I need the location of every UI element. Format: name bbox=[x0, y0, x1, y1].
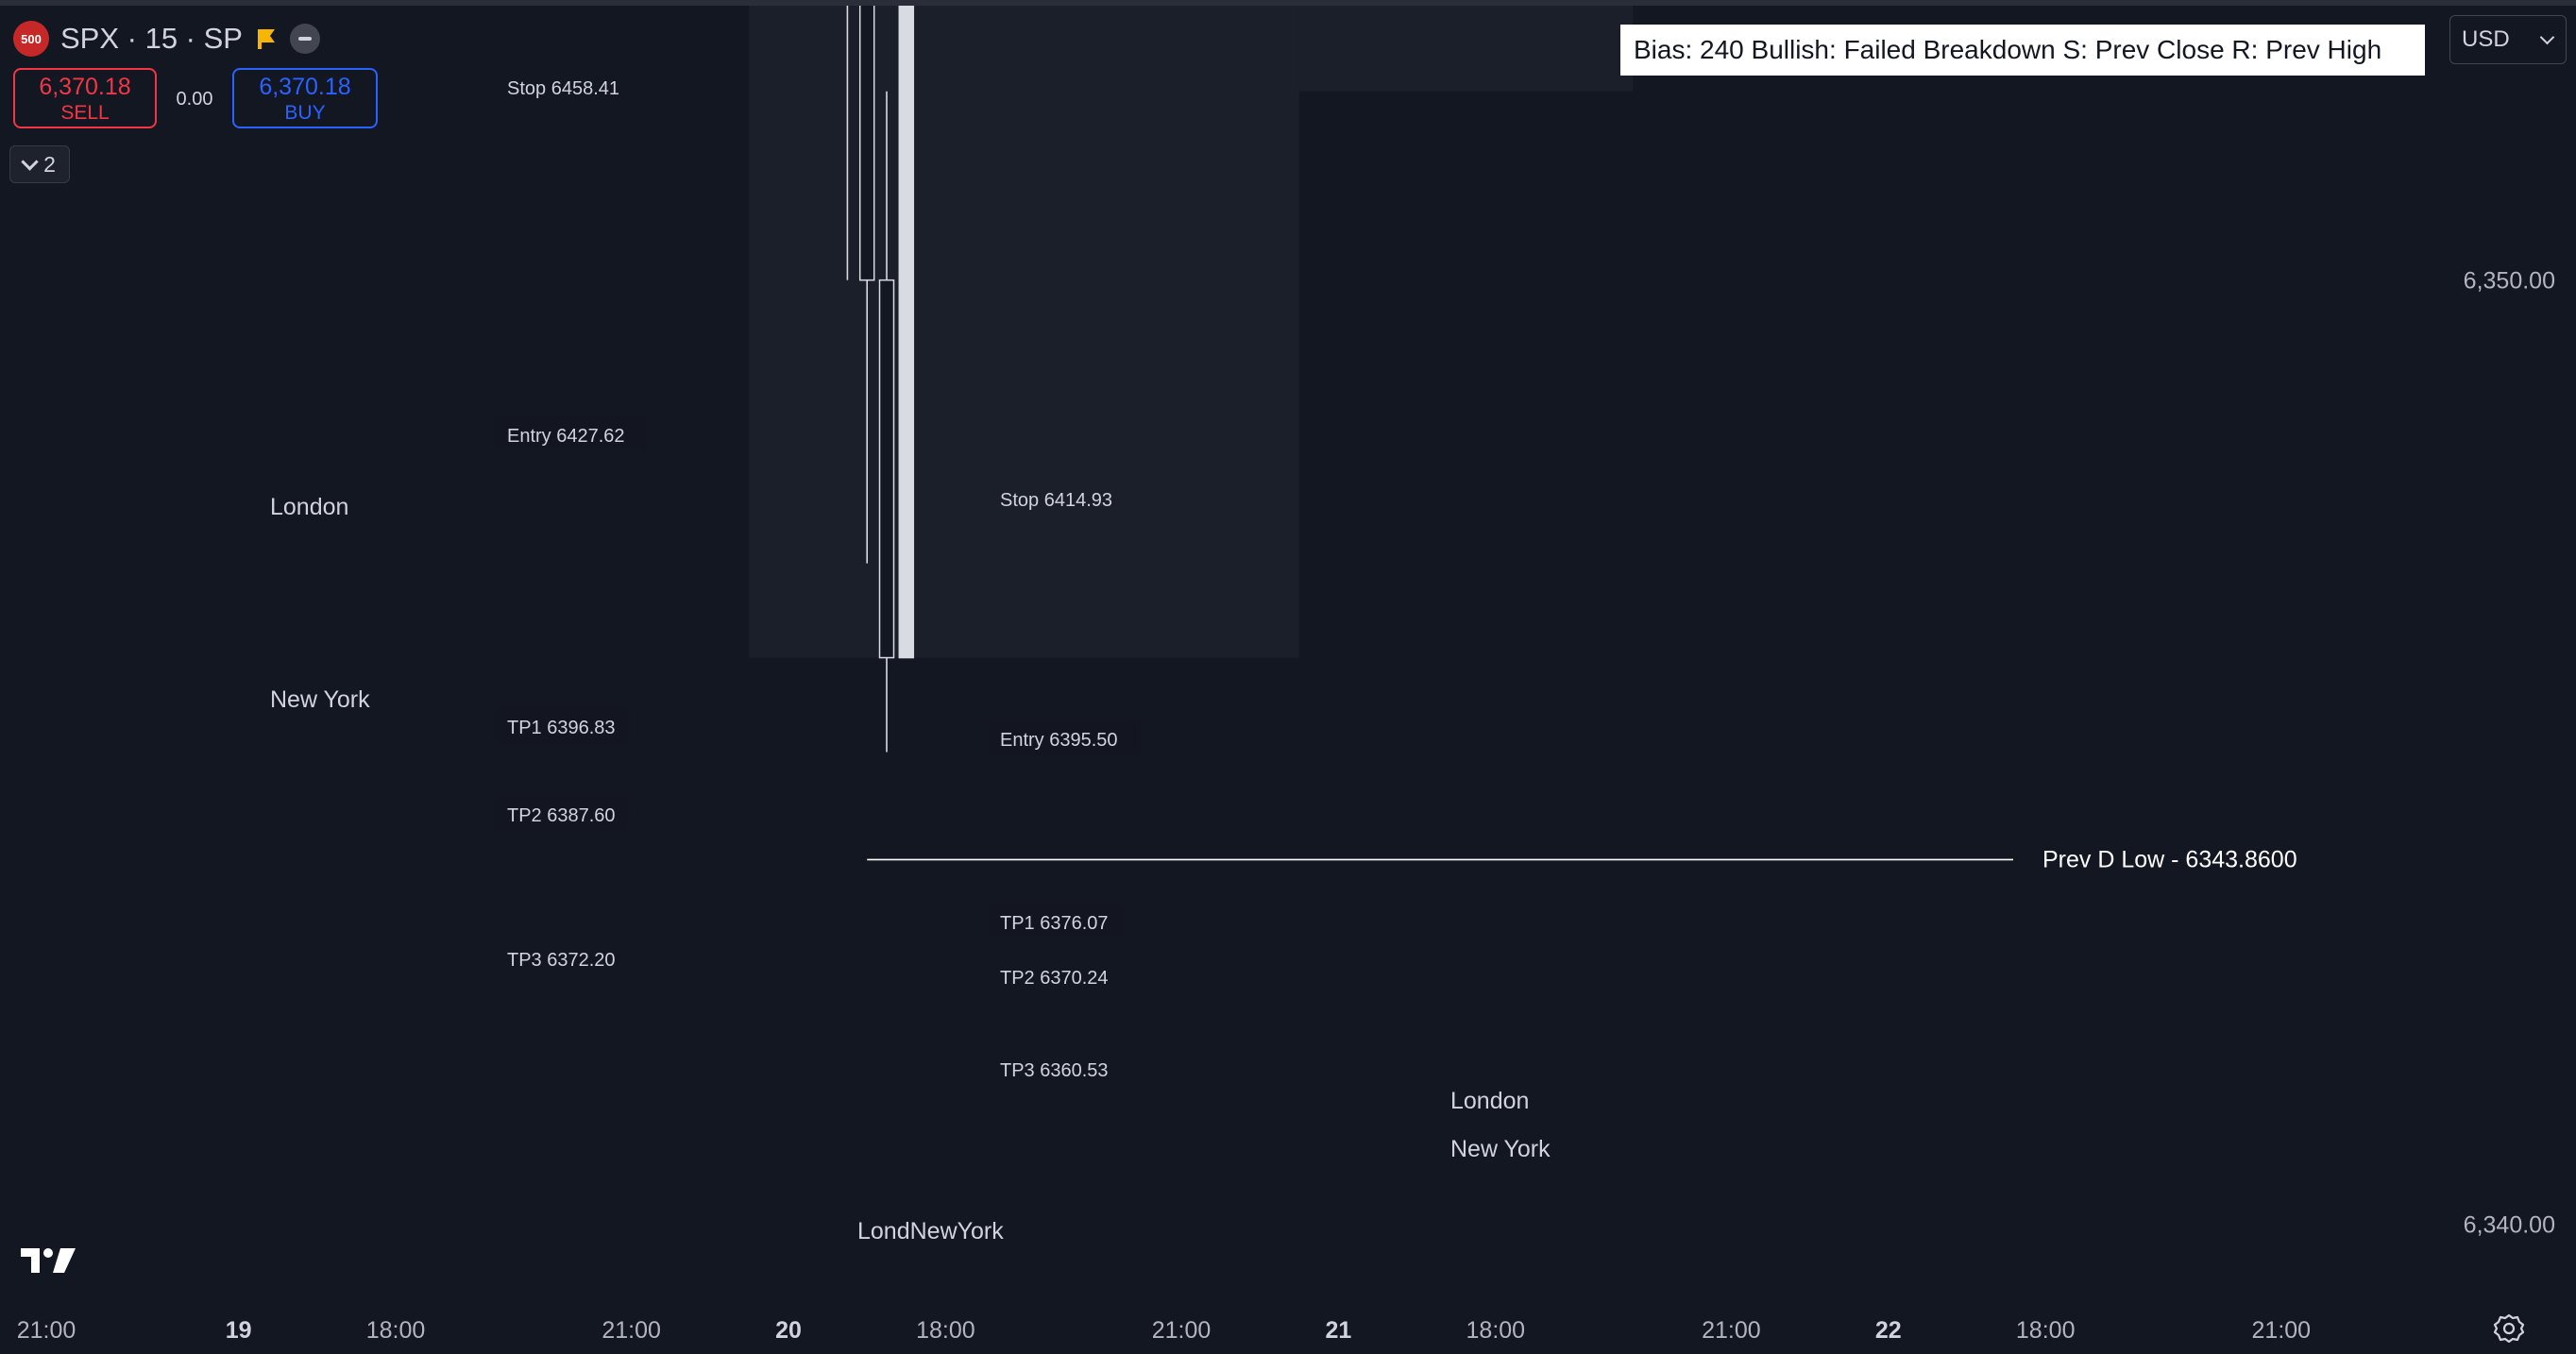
x-tick-label: 21:00 bbox=[2252, 1317, 2312, 1344]
sell-label: SELL bbox=[60, 102, 110, 124]
symbol-title[interactable]: SPX · 15 · SP bbox=[60, 22, 243, 55]
bias-text: Bias: 240 Bullish: Failed Breakdown S: P… bbox=[1634, 35, 2382, 64]
session-label: New York bbox=[1450, 1136, 1551, 1162]
position-label-bg bbox=[989, 720, 1140, 754]
settings-gear-icon[interactable] bbox=[2493, 1312, 2525, 1345]
y-tick-label: 6,340.00 bbox=[2464, 1211, 2555, 1238]
position-label-bg bbox=[496, 416, 647, 450]
exchange-logo-icon: 500 bbox=[13, 21, 49, 57]
level-label: Prev D Low - 6343.8600 bbox=[2042, 846, 2297, 872]
tradingview-logo-icon[interactable] bbox=[19, 1244, 79, 1277]
x-tick-label: 18:00 bbox=[2016, 1317, 2076, 1344]
session-box bbox=[749, 0, 1299, 658]
top-border bbox=[0, 0, 2576, 6]
position-label-bg bbox=[989, 904, 1121, 938]
position-label-stop: Stop 6458.41 bbox=[507, 78, 619, 99]
position-label-bg bbox=[496, 708, 628, 742]
x-tick-label: 21:00 bbox=[602, 1317, 661, 1344]
sell-button[interactable]: 6,370.18 SELL bbox=[13, 68, 157, 128]
x-tick-label: 18:00 bbox=[916, 1317, 975, 1344]
bias-table: Bias: 240 Bullish: Failed Breakdown S: P… bbox=[1620, 25, 2425, 76]
indicator-count: 2 bbox=[43, 151, 56, 177]
x-tick-label: 21:00 bbox=[1152, 1317, 1212, 1344]
position-label-tp1: TP1 6396.83 bbox=[507, 718, 616, 738]
buy-price: 6,370.18 bbox=[259, 74, 351, 100]
position-label-stop: Stop 6414.93 bbox=[1000, 490, 1112, 511]
position-label-entry: Entry 6427.62 bbox=[507, 426, 625, 447]
position-label-tp1: TP1 6376.07 bbox=[1000, 913, 1109, 934]
position-label-tp3: TP3 6360.53 bbox=[1000, 1060, 1109, 1081]
x-tick-label: 21 bbox=[1325, 1317, 1351, 1344]
position-label-entry: Entry 6395.50 bbox=[1000, 730, 1118, 751]
sell-price: 6,370.18 bbox=[39, 74, 131, 100]
flag-icon[interactable] bbox=[254, 26, 279, 51]
session-box bbox=[1298, 0, 1634, 92]
x-tick-label: 18:00 bbox=[366, 1317, 426, 1344]
y-tick-label: 6,350.00 bbox=[2464, 268, 2555, 295]
x-tick-label: 20 bbox=[775, 1317, 802, 1344]
remove-icon[interactable] bbox=[289, 24, 320, 54]
candle-body bbox=[898, 0, 915, 659]
x-tick-label: 21:00 bbox=[17, 1317, 76, 1344]
chevron-down-icon bbox=[21, 152, 39, 171]
candle-body bbox=[858, 0, 875, 281]
buy-label: BUY bbox=[284, 102, 326, 124]
session-label: London bbox=[1450, 1088, 1529, 1114]
x-tick-label: 19 bbox=[226, 1317, 252, 1344]
x-tick-label: 22 bbox=[1875, 1317, 1902, 1344]
x-tick-label: 21:00 bbox=[1702, 1317, 1761, 1344]
session-label: LondNewYork bbox=[857, 1218, 1004, 1244]
session-label: London bbox=[270, 494, 348, 520]
candle-body bbox=[878, 279, 895, 659]
indicators-collapse-button[interactable]: 2 bbox=[9, 145, 70, 183]
symbol-header[interactable]: 500 SPX · 15 · SP bbox=[13, 21, 320, 57]
x-tick-label: 18:00 bbox=[1466, 1317, 1526, 1344]
spread-value: 0.00 bbox=[176, 89, 213, 110]
chevron-down-icon bbox=[2539, 29, 2555, 44]
currency-label: USD bbox=[2462, 26, 2510, 52]
position-label-tp2: TP2 6387.60 bbox=[507, 805, 616, 826]
session-label: New York bbox=[270, 686, 370, 713]
buy-button[interactable]: 6,370.18 BUY bbox=[232, 68, 378, 128]
currency-select[interactable]: USD bbox=[2449, 15, 2567, 64]
position-label-tp2: TP2 6370.24 bbox=[1000, 968, 1109, 989]
position-label-tp3: TP3 6372.20 bbox=[507, 950, 616, 971]
position-label-bg bbox=[496, 796, 628, 830]
